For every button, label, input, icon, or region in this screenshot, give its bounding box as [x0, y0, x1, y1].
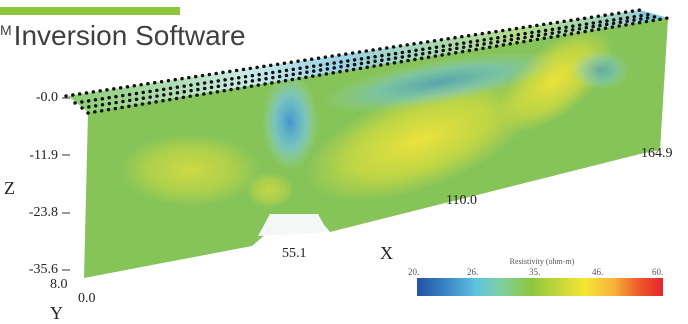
app-title-prefix: M	[0, 22, 12, 38]
legend-tick-2: 35.	[529, 267, 541, 277]
electrode-line-back	[64, 8, 642, 98]
header-accent-bar	[0, 7, 180, 15]
app-title-text: Inversion Software	[13, 20, 246, 51]
x-tick-0: 55.1	[282, 246, 307, 261]
zone-high-resistivity-4	[246, 172, 294, 208]
legend-tick-3: 46.	[592, 267, 604, 277]
x-axis-label: X	[380, 243, 393, 263]
model-void	[258, 214, 328, 236]
z-axis-label: Z	[4, 178, 15, 198]
y-tick-0: 8.0	[50, 277, 68, 292]
legend-tick-4: 60.	[652, 267, 664, 277]
z-tick-0: -0.0	[35, 90, 58, 105]
z-tick-1: -11.9	[29, 148, 58, 163]
z-tick-3: -35.6	[28, 262, 58, 277]
legend-color-bar	[417, 278, 663, 296]
axis-ticks	[62, 97, 70, 271]
legend-ticks: 20. 26. 35. 46. 60.	[408, 267, 672, 279]
z-tick-2: -23.8	[28, 205, 58, 220]
zone-low-resistivity-2	[321, 51, 559, 113]
x-tick-1: 110.0	[446, 193, 477, 208]
zone-low-resistivity-1	[262, 74, 318, 170]
x-tick-2: 164.9	[641, 146, 673, 161]
zone-high-resistivity-3	[120, 134, 260, 206]
zone-low-resistivity-3	[570, 50, 630, 90]
legend-tick-1: 26.	[467, 267, 479, 277]
electrode-line-mid-1	[73, 12, 654, 105]
y-axis-label: Y	[50, 303, 63, 323]
legend-tick-0: 20.	[408, 267, 420, 277]
y-tick-1: 0.0	[78, 291, 96, 306]
zone-high-resistivity-1	[306, 79, 534, 201]
legend-title: Resistivity (ohm-m)	[509, 257, 575, 266]
electrode-line-mid-2	[80, 14, 662, 110]
electrode-line-front	[86, 16, 670, 115]
app-title: MInversion Software	[0, 20, 246, 60]
